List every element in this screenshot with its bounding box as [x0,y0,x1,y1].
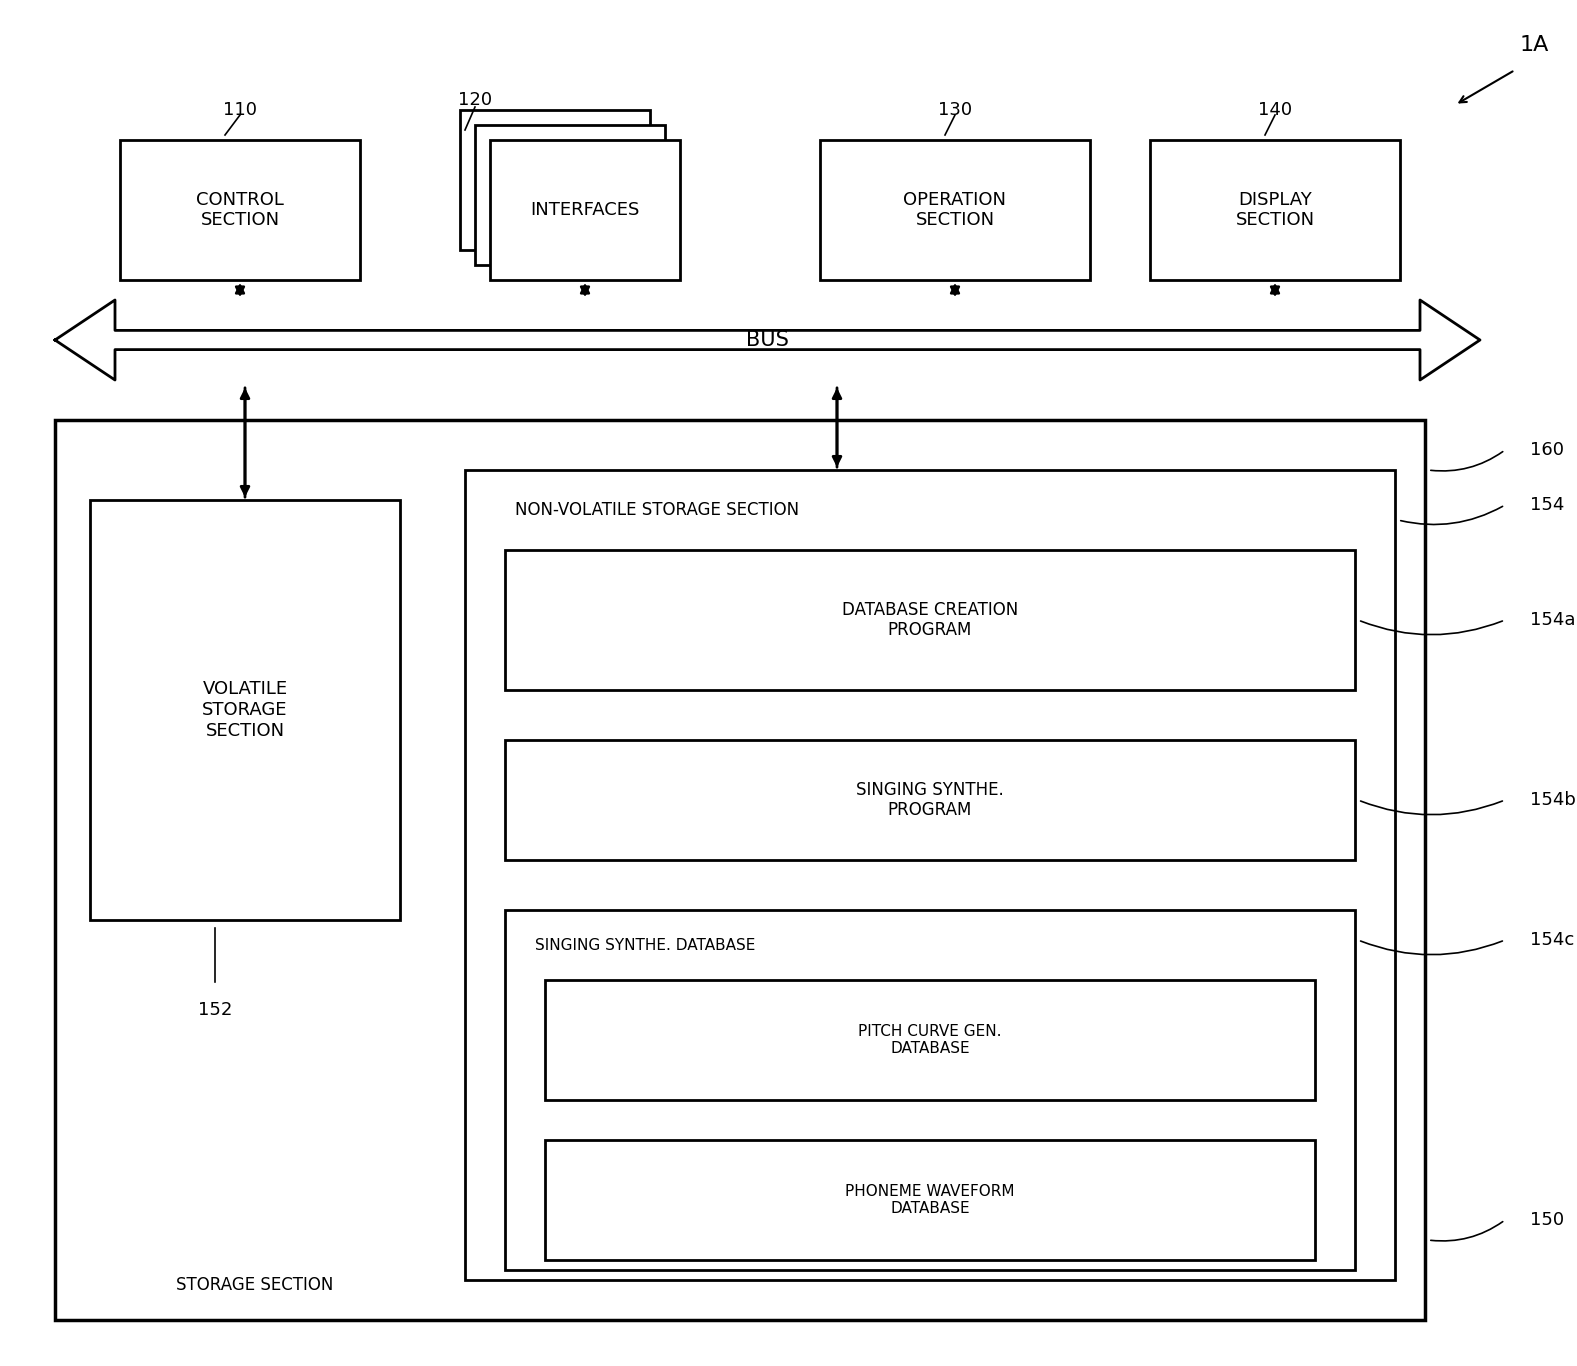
Text: 154c: 154c [1530,932,1574,949]
Text: CONTROL
SECTION: CONTROL SECTION [196,191,284,229]
Text: NON-VOLATILE STORAGE SECTION: NON-VOLATILE STORAGE SECTION [516,501,800,519]
Text: INTERFACES: INTERFACES [530,201,640,219]
Text: 120: 120 [457,92,492,109]
Text: BUS: BUS [746,331,788,350]
Text: STORAGE SECTION: STORAGE SECTION [177,1276,334,1294]
Text: 130: 130 [938,101,971,119]
Text: 140: 140 [1258,101,1292,119]
Bar [465,470,1396,1280]
Text: 152: 152 [197,1001,232,1019]
Text: VOLATILE
STORAGE
SECTION: VOLATILE STORAGE SECTION [202,680,287,740]
Text: 160: 160 [1530,441,1564,459]
Text: DATABASE CREATION
PROGRAM: DATABASE CREATION PROGRAM [842,601,1019,639]
Text: SINGING SYNTHE.
PROGRAM: SINGING SYNTHE. PROGRAM [856,780,1005,820]
Bar [505,740,1355,861]
Bar [505,550,1355,690]
Bar [505,910,1355,1270]
Text: 150: 150 [1530,1212,1564,1229]
Text: 154a: 154a [1530,611,1575,628]
Text: 1A: 1A [1520,36,1549,55]
Text: PHONEME WAVEFORM
DATABASE: PHONEME WAVEFORM DATABASE [845,1184,1014,1216]
Text: 154: 154 [1530,496,1564,514]
Bar [120,139,360,280]
Bar [546,979,1315,1100]
Bar [820,139,1090,280]
Text: DISPLAY
SECTION: DISPLAY SECTION [1235,191,1315,229]
Bar [475,126,665,265]
Bar [1150,139,1400,280]
Text: 154b: 154b [1530,791,1575,809]
Bar [490,139,680,280]
Text: OPERATION
SECTION: OPERATION SECTION [904,191,1006,229]
Bar [90,500,401,919]
Bar [546,1141,1315,1259]
Polygon shape [55,301,1479,380]
Text: SINGING SYNTHE. DATABASE: SINGING SYNTHE. DATABASE [535,937,755,952]
Bar [55,419,1426,1320]
Bar [460,111,650,250]
Text: PITCH CURVE GEN.
DATABASE: PITCH CURVE GEN. DATABASE [858,1023,1001,1056]
Text: 110: 110 [222,101,257,119]
